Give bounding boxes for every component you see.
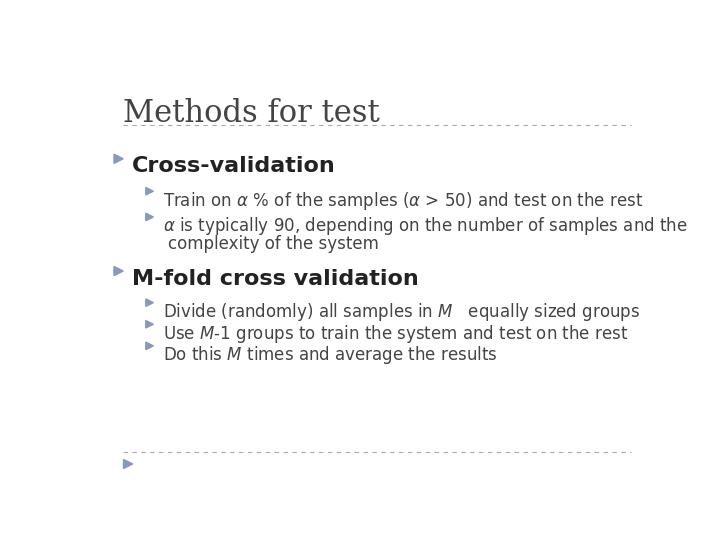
Text: Cross-validation: Cross-validation: [132, 156, 336, 176]
Text: $\alpha$ is typically 90, depending on the number of samples and the: $\alpha$ is typically 90, depending on t…: [163, 215, 688, 237]
Polygon shape: [114, 154, 123, 163]
Polygon shape: [145, 299, 153, 306]
Text: Divide (randomly) all samples in $\it{M}$   equally sized groups: Divide (randomly) all samples in $\it{M}…: [163, 301, 640, 323]
Polygon shape: [145, 213, 153, 221]
Polygon shape: [114, 266, 123, 275]
Text: Methods for test: Methods for test: [124, 98, 380, 129]
Text: Do this $\it{M}$ times and average the results: Do this $\it{M}$ times and average the r…: [163, 344, 498, 366]
Polygon shape: [145, 321, 153, 328]
Polygon shape: [145, 187, 153, 195]
Polygon shape: [124, 460, 132, 469]
Text: complexity of the system: complexity of the system: [168, 235, 379, 253]
Text: M-fold cross validation: M-fold cross validation: [132, 268, 418, 288]
Text: Train on $\alpha$ % of the samples ($\alpha$ > 50) and test on the rest: Train on $\alpha$ % of the samples ($\al…: [163, 190, 643, 212]
Polygon shape: [145, 342, 153, 349]
Text: Use $\it{M}$-$\it{1}$ groups to train the system and test on the rest: Use $\it{M}$-$\it{1}$ groups to train th…: [163, 322, 628, 345]
